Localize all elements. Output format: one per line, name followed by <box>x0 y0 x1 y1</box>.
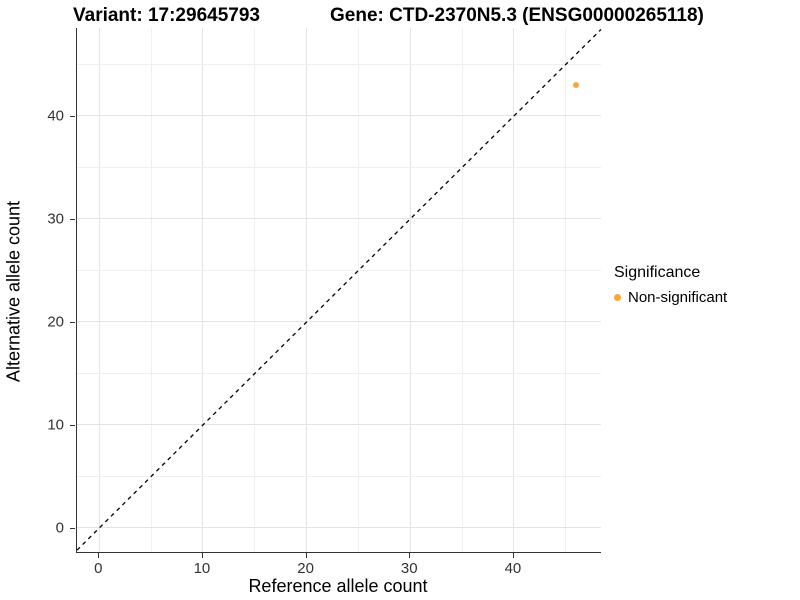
x-gridline <box>513 28 515 552</box>
x-tick-mark <box>512 553 514 558</box>
legend: Significance Non-significant <box>614 264 727 306</box>
x-gridline <box>357 28 359 552</box>
x-axis-title: Reference allele count <box>248 576 428 596</box>
y-gridline <box>77 63 601 65</box>
legend-point-icon <box>614 294 621 301</box>
y-gridline <box>77 527 601 529</box>
y-tick-label: 0 <box>55 519 64 537</box>
x-tick-mark <box>305 553 307 558</box>
gene-title: Gene: CTD-2370N5.3 (ENSG00000265118) <box>330 5 704 26</box>
x-tick-label: 10 <box>193 560 211 577</box>
y-gridline <box>77 166 601 168</box>
variant-title: Variant: 17:29645793 <box>73 5 260 26</box>
y-tick-label: 20 <box>47 313 64 331</box>
x-gridline <box>461 28 463 552</box>
x-tick-label: 40 <box>504 560 522 577</box>
y-gridline <box>77 269 601 271</box>
x-tick-mark <box>201 553 203 558</box>
x-tick-label: 20 <box>297 560 314 577</box>
y-tick-mark <box>70 527 75 529</box>
legend-title: Significance <box>614 264 701 281</box>
y-tick-label: 40 <box>47 107 64 125</box>
x-tick-mark <box>409 553 411 558</box>
x-gridline <box>254 28 256 552</box>
x-gridline <box>98 28 100 552</box>
y-gridline <box>77 475 601 477</box>
y-tick-label: 10 <box>47 416 64 434</box>
y-gridline <box>77 218 601 220</box>
y-tick-mark <box>70 321 75 323</box>
y-axis-title: Alternative allele count <box>3 200 24 383</box>
plot-panel <box>76 28 602 553</box>
identity-line <box>76 28 602 551</box>
x-gridline <box>306 28 308 552</box>
data-point <box>573 82 580 89</box>
legend-item: Non-significant <box>614 289 727 306</box>
y-tick-mark <box>70 115 75 117</box>
x-gridline <box>565 28 567 552</box>
legend-item-label: Non-significant <box>628 289 728 306</box>
y-gridline <box>77 321 601 323</box>
y-gridline <box>77 115 601 117</box>
y-gridline <box>77 372 601 374</box>
x-tick-mark <box>98 553 100 558</box>
x-tick-label: 30 <box>400 560 418 577</box>
y-gridline <box>77 424 601 426</box>
x-gridline <box>150 28 152 552</box>
x-gridline <box>202 28 204 552</box>
y-tick-label: 30 <box>47 210 64 228</box>
y-tick-mark <box>70 424 75 426</box>
x-gridline <box>409 28 411 552</box>
x-tick-label: 0 <box>94 560 103 577</box>
y-tick-mark <box>70 218 75 220</box>
